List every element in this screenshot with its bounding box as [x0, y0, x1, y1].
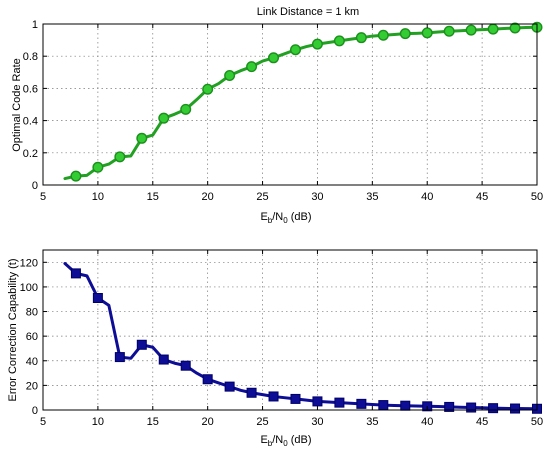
y-tick-label: 0.4	[23, 116, 38, 128]
y-tick-label: 1	[32, 19, 38, 31]
x-tick-label: 5	[40, 416, 46, 428]
x-tick-label: 50	[531, 416, 543, 428]
data-point-marker	[377, 29, 389, 41]
chart-top-ticks: 5 10 15 20 25 30 35 40 45 50 0 0.2 0.4 0.6 0.8 1	[23, 19, 543, 203]
chart-bottom-xlabel: Eb/N0 (dB)	[260, 434, 311, 448]
y-tick-label: 0.6	[23, 83, 38, 95]
x-tick-label: 15	[147, 416, 159, 428]
x-tick-label: 40	[421, 191, 433, 203]
chart-top-series	[63, 21, 543, 182]
data-point-marker	[487, 23, 499, 35]
y-tick-label: 20	[26, 380, 38, 392]
chart-top-ylabel: Optimal Code Rate	[11, 58, 23, 152]
data-point-marker	[311, 38, 323, 50]
data-point-marker	[421, 27, 433, 39]
y-tick-label: 0	[32, 180, 38, 192]
x-tick-label: 20	[202, 416, 214, 428]
data-point-marker	[158, 112, 170, 124]
x-tick-label: 30	[311, 416, 323, 428]
data-point-marker	[158, 354, 169, 365]
y-tick-label: 0.2	[23, 148, 38, 160]
data-point-marker	[246, 61, 258, 73]
data-point-marker	[509, 22, 521, 34]
data-point-marker	[334, 397, 345, 408]
data-point-marker	[400, 400, 411, 411]
data-point-marker	[114, 151, 126, 163]
data-point-marker	[444, 401, 455, 412]
data-point-marker	[268, 391, 279, 402]
y-tick-label: 40	[26, 356, 38, 368]
chart-top-grid	[43, 24, 537, 185]
data-point-marker	[488, 403, 499, 414]
y-tick-label: 120	[20, 257, 38, 269]
data-point-marker	[92, 293, 103, 303]
data-point-marker	[136, 339, 147, 350]
data-point-marker	[399, 28, 411, 40]
data-point-marker	[466, 402, 477, 413]
x-tick-label: 45	[476, 416, 488, 428]
x-tick-label: 50	[531, 191, 543, 203]
data-point-marker	[180, 103, 192, 115]
chart-bottom-ticks: 5 10 15 20 25 30 35 40 45 50 0 20 40 60 80 100 120	[20, 250, 543, 428]
data-point-marker	[114, 352, 125, 363]
data-point-marker	[356, 398, 367, 409]
x-tick-label: 10	[92, 191, 104, 203]
data-point-marker	[224, 70, 236, 82]
chart-bottom-ylabel: Error Correction Capability (t)	[7, 258, 19, 401]
x-tick-label: 10	[92, 416, 104, 428]
data-point-marker	[202, 83, 214, 95]
x-tick-label: 5	[40, 191, 46, 203]
y-tick-label: 0.8	[23, 51, 38, 63]
data-point-marker	[180, 360, 191, 371]
chart-top: Link Distance = 1 km 5 10 15 20 25 30 35 40 45 50…	[11, 6, 543, 225]
x-tick-label: 25	[256, 191, 268, 203]
chart-top-title: Link Distance = 1 km	[257, 6, 359, 18]
data-point-marker	[333, 35, 345, 47]
data-point-marker	[202, 374, 213, 385]
x-tick-label: 40	[421, 416, 433, 428]
data-point-marker	[290, 393, 301, 404]
data-point-marker	[268, 52, 280, 64]
y-tick-label: 100	[20, 282, 38, 294]
y-tick-label: 0	[32, 405, 38, 417]
x-tick-label: 30	[311, 191, 323, 203]
data-point-marker	[312, 396, 323, 407]
chart-bottom: 5 10 15 20 25 30 35 40 45 50 0 20 40 60 80 100 120 Eb/N0…	[7, 249, 543, 448]
y-tick-label: 60	[26, 331, 38, 343]
y-tick-label: 80	[26, 307, 38, 319]
x-tick-label: 20	[202, 191, 214, 203]
data-point-marker	[136, 132, 148, 144]
data-point-marker	[378, 400, 389, 411]
data-point-marker	[70, 170, 82, 182]
chart-bottom-grid	[43, 250, 537, 410]
chart-bottom-axes-box	[42, 249, 538, 411]
data-point-marker	[443, 25, 455, 37]
x-tick-label: 15	[147, 191, 159, 203]
chart-top-xlabel: Eb/N0 (dB)	[260, 211, 311, 225]
chart-top-axes-box	[42, 23, 538, 186]
data-point-marker	[355, 32, 367, 44]
data-point-marker	[510, 403, 521, 414]
x-tick-label: 35	[366, 416, 378, 428]
chart-bottom-plot-area	[43, 250, 537, 410]
x-tick-label: 35	[366, 191, 378, 203]
data-point-marker	[246, 387, 257, 398]
data-point-marker	[92, 161, 104, 173]
x-tick-label: 25	[256, 416, 268, 428]
data-point-marker	[465, 24, 477, 36]
x-tick-label: 45	[476, 191, 488, 203]
data-point-marker	[224, 381, 235, 392]
data-point-marker	[289, 44, 301, 56]
data-point-marker	[70, 268, 81, 279]
